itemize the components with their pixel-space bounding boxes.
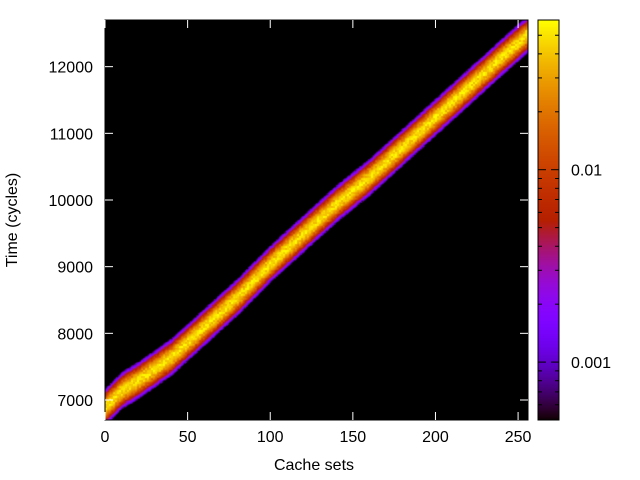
heatmap-plot-area [105,20,528,420]
x-tick-label: 150 [340,429,367,446]
x-tick-label: 250 [505,429,532,446]
y-tick-label: 8000 [57,326,93,343]
x-axis-label: Cache sets [274,457,354,474]
x-axis: 0 50 100 150 200 250 [101,20,532,446]
x-tick-label: 200 [422,429,449,446]
y-tick-label: 7000 [57,393,93,410]
x-tick-label: 100 [257,429,284,446]
y-tick-label: 11000 [50,126,93,143]
y-axis-label: Time (cycles) [4,173,21,268]
colorbar [538,20,559,420]
y-axis: 7000 8000 9000 10000 11000 12000 [49,60,528,410]
colorbar-frame [537,19,560,421]
plot-frame [104,19,529,421]
y-tick-label: 12000 [49,60,94,77]
colorbar-tick-label: 0.001 [571,355,611,372]
colorbar-tick-label: 0.01 [571,163,602,180]
x-tick-label: 50 [179,429,197,446]
colorbar-axis: 0.001 0.01 [538,19,611,421]
y-tick-label: 10000 [49,193,94,210]
y-tick-label: 9000 [57,260,93,277]
x-tick-label: 0 [101,429,110,446]
